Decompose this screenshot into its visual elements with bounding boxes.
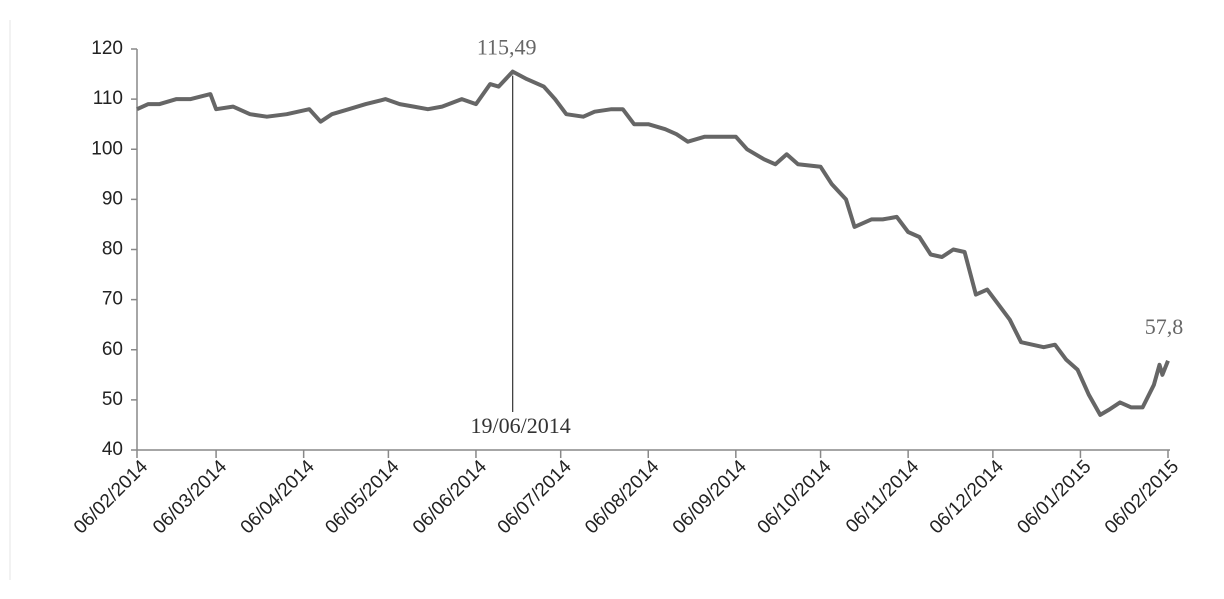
- x-tick-label: 06/04/2014: [237, 456, 319, 538]
- x-tick-label: 06/09/2014: [669, 456, 751, 538]
- x-tick-label: 06/02/2014: [70, 456, 152, 538]
- x-tick-label: 06/03/2014: [149, 456, 231, 538]
- y-tick-label: 40: [102, 439, 123, 460]
- y-tick-label: 100: [91, 138, 123, 159]
- last-label: 57,8: [1145, 314, 1184, 339]
- y-tick-label: 60: [102, 339, 123, 360]
- peak-label: 115,49: [477, 35, 537, 60]
- x-tick-label: 06/12/2014: [926, 456, 1008, 538]
- price-line: [136, 69, 1170, 417]
- y-tick-label: 110: [93, 88, 123, 109]
- peak-date: 19/06/2014: [471, 413, 571, 438]
- x-tick-label: 06/11/2014: [842, 456, 923, 537]
- y-tick-label: 80: [102, 239, 123, 260]
- y-tick-label: 120: [91, 38, 123, 59]
- x-tick-label: 06/06/2014: [409, 456, 491, 538]
- x-tick-label: 06/02/2015: [1101, 456, 1183, 538]
- y-tick-label: 90: [102, 188, 123, 209]
- x-tick-label: 06/07/2014: [494, 456, 576, 538]
- x-tick-label: 06/08/2014: [581, 456, 663, 538]
- x-tick-label: 06/05/2014: [321, 456, 403, 538]
- x-tick-label: 06/01/2015: [1013, 456, 1095, 538]
- x-tick-label: 06/10/2014: [754, 456, 836, 538]
- y-tick-label: 70: [102, 289, 123, 310]
- y-tick-label: 50: [102, 389, 123, 410]
